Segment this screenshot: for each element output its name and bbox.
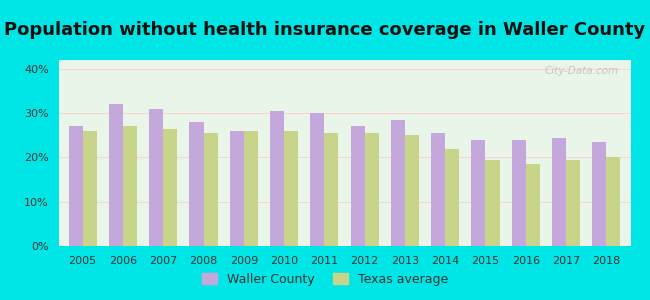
- Bar: [365, 133, 379, 246]
- Bar: [83, 131, 97, 246]
- Bar: [109, 104, 123, 246]
- Legend: Waller County, Texas average: Waller County, Texas average: [197, 268, 453, 291]
- Bar: [229, 131, 244, 246]
- Bar: [486, 160, 500, 246]
- Bar: [324, 133, 339, 246]
- Bar: [68, 126, 83, 246]
- Bar: [189, 122, 203, 246]
- Bar: [203, 133, 218, 246]
- Bar: [592, 142, 606, 246]
- Bar: [244, 131, 258, 246]
- Bar: [606, 158, 621, 246]
- Bar: [445, 148, 460, 246]
- Bar: [471, 140, 486, 246]
- Bar: [405, 135, 419, 246]
- Bar: [270, 111, 284, 246]
- Text: Population without health insurance coverage in Waller County: Population without health insurance cove…: [5, 21, 645, 39]
- Bar: [149, 109, 163, 246]
- Bar: [391, 120, 405, 246]
- Bar: [431, 133, 445, 246]
- Bar: [512, 140, 526, 246]
- Bar: [123, 126, 137, 246]
- Bar: [284, 131, 298, 246]
- Bar: [350, 126, 365, 246]
- Bar: [163, 129, 177, 246]
- Bar: [566, 160, 580, 246]
- Bar: [552, 137, 566, 246]
- Text: City-Data.com: City-Data.com: [545, 66, 619, 76]
- Bar: [526, 164, 540, 246]
- Bar: [310, 113, 324, 246]
